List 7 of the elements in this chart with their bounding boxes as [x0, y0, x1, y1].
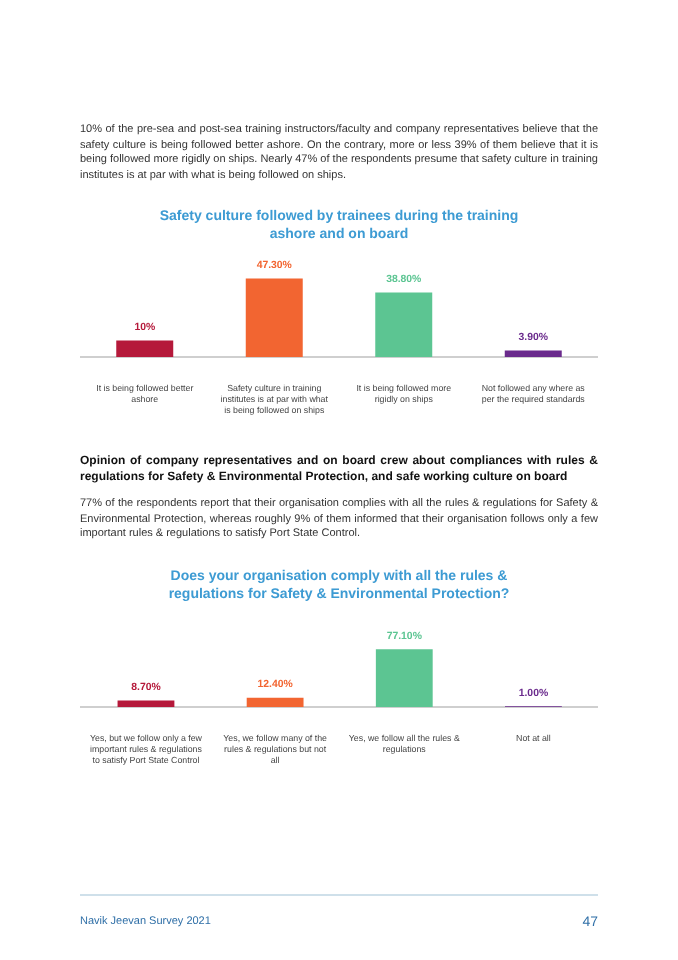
bar [245, 277, 303, 356]
bar [375, 649, 433, 707]
bar [117, 700, 175, 707]
bar [116, 339, 174, 356]
bar [504, 349, 562, 356]
bar [375, 291, 433, 356]
bar [246, 697, 304, 707]
